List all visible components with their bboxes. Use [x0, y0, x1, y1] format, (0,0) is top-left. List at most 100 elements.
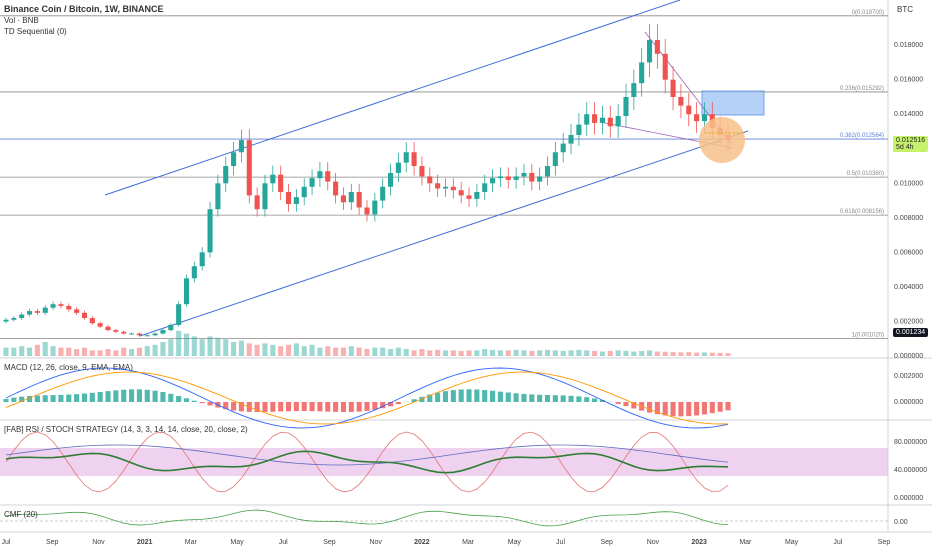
volume-bar	[42, 342, 48, 356]
macd-hist-bar	[568, 395, 574, 402]
macd-hist-bar	[678, 402, 684, 417]
volume-bar	[427, 350, 433, 356]
volume-bar	[450, 350, 456, 356]
macd-hist-bar	[474, 389, 480, 402]
time-tick-label: May	[508, 539, 522, 546]
rsi-tick-label: 40.000000	[894, 467, 927, 474]
volume-group	[3, 330, 731, 356]
candle-body	[646, 39, 653, 63]
macd-hist-bar	[105, 391, 111, 402]
candle-body	[121, 331, 127, 334]
macd-hist-bar	[623, 402, 629, 407]
rsi-line	[5, 450, 729, 474]
time-tick-label: 2021	[137, 539, 153, 546]
time-tick-label: Mar	[739, 539, 752, 546]
volume-bar	[709, 352, 715, 356]
time-tick-label: May	[230, 539, 244, 546]
channel-lower-line	[139, 130, 749, 337]
candle-body	[576, 124, 582, 135]
candle-body	[309, 178, 315, 187]
candle-body	[701, 114, 708, 122]
volume-bar	[207, 336, 213, 356]
volume-bar	[262, 343, 268, 356]
macd-hist-bar	[3, 399, 9, 402]
candle-body	[152, 333, 158, 336]
macd-hist-bar	[694, 402, 700, 416]
volume-bar	[458, 350, 464, 356]
volume-bar	[717, 352, 723, 356]
candle-body	[592, 114, 598, 123]
volume-bar	[26, 347, 33, 356]
volume-bar	[395, 347, 401, 356]
macd-hist-bar	[42, 395, 48, 402]
macd-hist-bar	[686, 402, 692, 417]
volume-bar	[340, 347, 347, 356]
candle-body	[81, 312, 88, 319]
rsi-tick-label: 80.000000	[894, 439, 927, 446]
volume-bar	[215, 337, 221, 356]
time-tick-label: Sep	[878, 539, 891, 546]
macd-hist-bar	[709, 402, 715, 414]
candle-body	[427, 176, 433, 184]
macd-hist-bar	[552, 395, 558, 402]
volume-bar	[285, 344, 292, 356]
candle-body	[364, 207, 370, 215]
candle-body	[419, 166, 425, 177]
macd-hist-bar	[89, 392, 95, 402]
volume-bar	[58, 347, 64, 356]
volume-bar	[552, 350, 558, 356]
volume-bar	[435, 349, 441, 356]
volume-bar	[136, 347, 142, 356]
time-tick-label: Nov	[92, 539, 105, 546]
candle-body	[694, 114, 700, 122]
volume-bar	[670, 352, 676, 356]
volume-bar	[176, 330, 182, 356]
candle-body	[293, 197, 299, 205]
volume-bar	[254, 344, 260, 356]
candle-body	[58, 304, 64, 306]
macd-hist-bar	[560, 395, 566, 402]
time-tick-label: May	[785, 539, 799, 546]
price-tick-label: 0.004000	[894, 284, 923, 291]
volume-bar	[442, 350, 449, 356]
volume-bar	[568, 350, 574, 356]
macd-hist-bar	[301, 402, 307, 412]
macd-hist-bar	[191, 400, 197, 402]
candle-body	[623, 96, 629, 116]
macd-hist-bar	[497, 391, 503, 402]
candle-body	[435, 183, 441, 189]
volume-bar	[81, 347, 88, 356]
volume-bar	[599, 351, 605, 356]
macd-hist-bar	[419, 396, 425, 402]
macd-legend: MACD (12, 26, close, 9, EMA, EMA)	[4, 363, 133, 372]
candle-body	[482, 183, 488, 192]
volume-bar	[544, 349, 551, 356]
candle-body	[105, 326, 111, 331]
candle-body	[584, 114, 590, 125]
time-tick-label: Sep	[323, 539, 336, 546]
candle-body	[411, 152, 417, 167]
macd-hist-bar	[529, 394, 535, 402]
macd-hist-bar	[144, 389, 150, 402]
macd-hist-bar	[11, 397, 17, 402]
candle-body	[474, 191, 480, 199]
macd-hist-bar	[58, 394, 64, 402]
macd-hist-bar	[654, 402, 660, 415]
symbol-title: Binance Coin / Bitcoin, 1W, BINANCE	[4, 4, 164, 14]
candle-body	[662, 53, 668, 80]
volume-bar	[701, 352, 708, 356]
stoch-line	[5, 431, 729, 493]
time-tick-label: Mar	[462, 539, 475, 546]
price-tick-label: 0.010000	[894, 180, 923, 187]
signal-line	[5, 371, 729, 425]
candle-body	[317, 171, 323, 179]
macd-hist-bar	[231, 402, 237, 411]
volume-bar	[317, 347, 323, 356]
volume-bar	[521, 350, 527, 356]
volume-bar	[3, 347, 9, 356]
rsi-legend: [FAB] RSI / STOCH STRATEGY (14, 3, 3, 14…	[4, 425, 248, 434]
candle-body	[599, 117, 605, 123]
candle-body	[356, 191, 362, 208]
volume-bar	[607, 350, 613, 356]
